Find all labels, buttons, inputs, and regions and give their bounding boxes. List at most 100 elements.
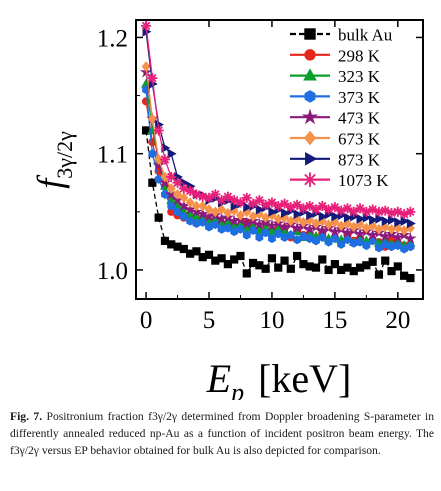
data-point xyxy=(223,223,232,233)
data-point xyxy=(391,230,405,243)
data-point xyxy=(249,225,257,235)
data-point xyxy=(293,251,302,261)
legend-label: 1073 K xyxy=(338,171,389,190)
data-point xyxy=(179,244,188,254)
data-point xyxy=(255,204,265,215)
data-point xyxy=(356,237,364,247)
data-point xyxy=(185,185,196,196)
asterisk-stroke xyxy=(381,206,390,215)
data-point xyxy=(248,211,258,222)
data-point xyxy=(386,207,397,219)
y-axis-label: f3γ/2γ xyxy=(30,131,77,189)
data-point xyxy=(158,176,172,189)
y-tick-label: 1.1 xyxy=(97,142,128,169)
data-point xyxy=(173,189,182,200)
data-point xyxy=(274,263,283,272)
data-point xyxy=(141,20,152,31)
asterisk-stroke xyxy=(330,202,340,212)
data-point xyxy=(373,206,384,217)
series-layer xyxy=(139,20,417,283)
data-point xyxy=(254,195,265,206)
data-point xyxy=(361,222,371,234)
caption-label: Fig. 7. xyxy=(10,410,43,423)
data-point xyxy=(336,220,346,232)
legend-label: 873 K xyxy=(338,150,381,169)
x-tick-label: 15 xyxy=(322,307,347,334)
legend-label: 373 K xyxy=(338,88,381,107)
legend-label: 323 K xyxy=(338,67,381,86)
data-point xyxy=(311,263,321,272)
legend-marker xyxy=(304,49,316,61)
data-point xyxy=(318,232,327,242)
data-point xyxy=(183,202,197,215)
data-point xyxy=(141,61,151,72)
asterisk-stroke xyxy=(242,193,251,203)
data-point xyxy=(324,265,333,275)
data-point xyxy=(286,264,295,273)
data-point xyxy=(198,200,208,212)
data-point xyxy=(366,228,379,241)
asterisk-stroke xyxy=(236,198,245,207)
data-point xyxy=(331,211,341,222)
legend-item: 673 K xyxy=(290,130,381,149)
asterisk-stroke xyxy=(393,207,403,217)
data-point xyxy=(166,183,176,194)
data-point xyxy=(280,207,290,218)
data-point xyxy=(197,191,208,202)
data-point xyxy=(265,219,279,232)
legend-marker xyxy=(302,172,318,187)
data-point xyxy=(179,192,189,204)
data-point xyxy=(369,214,378,225)
data-point xyxy=(406,218,416,229)
legend-item: 473 K xyxy=(290,108,381,128)
data-point xyxy=(148,178,157,187)
data-point xyxy=(293,209,303,220)
data-point xyxy=(318,255,327,264)
legend-item: 373 K xyxy=(290,88,381,107)
data-point xyxy=(147,113,157,125)
asterisk-stroke xyxy=(318,201,327,211)
data-point xyxy=(253,218,266,230)
data-point xyxy=(172,177,183,188)
data-point xyxy=(190,205,203,218)
data-point xyxy=(306,210,316,221)
data-point xyxy=(139,65,153,78)
data-point xyxy=(381,216,391,227)
data-point xyxy=(393,240,402,251)
data-point xyxy=(192,247,201,256)
asterisk-stroke xyxy=(229,195,239,205)
legend-label: 673 K xyxy=(338,130,381,149)
asterisk-stroke xyxy=(292,200,302,210)
asterisk-stroke xyxy=(343,204,352,213)
data-point xyxy=(152,158,165,171)
data-point xyxy=(303,222,316,235)
asterisk-stroke xyxy=(304,173,316,186)
legend-marker xyxy=(304,90,316,103)
axes: 0 5 10 15 20 1.0 1.1 1.2 xyxy=(97,20,423,334)
data-point xyxy=(290,221,304,234)
data-point xyxy=(268,206,278,217)
axis-labels: Ep [keV] f3γ/2γ xyxy=(30,131,351,400)
data-point xyxy=(235,197,246,208)
data-point xyxy=(166,171,177,182)
data-point xyxy=(348,206,359,217)
data-point xyxy=(217,254,226,263)
asterisk-stroke xyxy=(280,199,289,208)
asterisk-stroke xyxy=(223,192,233,201)
data-point xyxy=(394,217,404,228)
legend-item: 1073 K xyxy=(290,171,389,190)
x-axis-label: Ep [keV] xyxy=(206,356,352,400)
asterisk-stroke xyxy=(173,178,182,187)
data-point xyxy=(185,197,195,208)
data-point xyxy=(179,211,188,221)
data-point xyxy=(204,250,214,259)
x-tick-label: 5 xyxy=(203,307,216,334)
data-point xyxy=(298,216,308,228)
y-axis-label-text: f3γ/2γ xyxy=(30,131,77,189)
data-point xyxy=(299,231,308,241)
asterisk-stroke xyxy=(185,186,195,196)
data-point xyxy=(406,273,415,283)
asterisk-stroke xyxy=(192,190,201,199)
asterisk-stroke xyxy=(305,201,314,211)
